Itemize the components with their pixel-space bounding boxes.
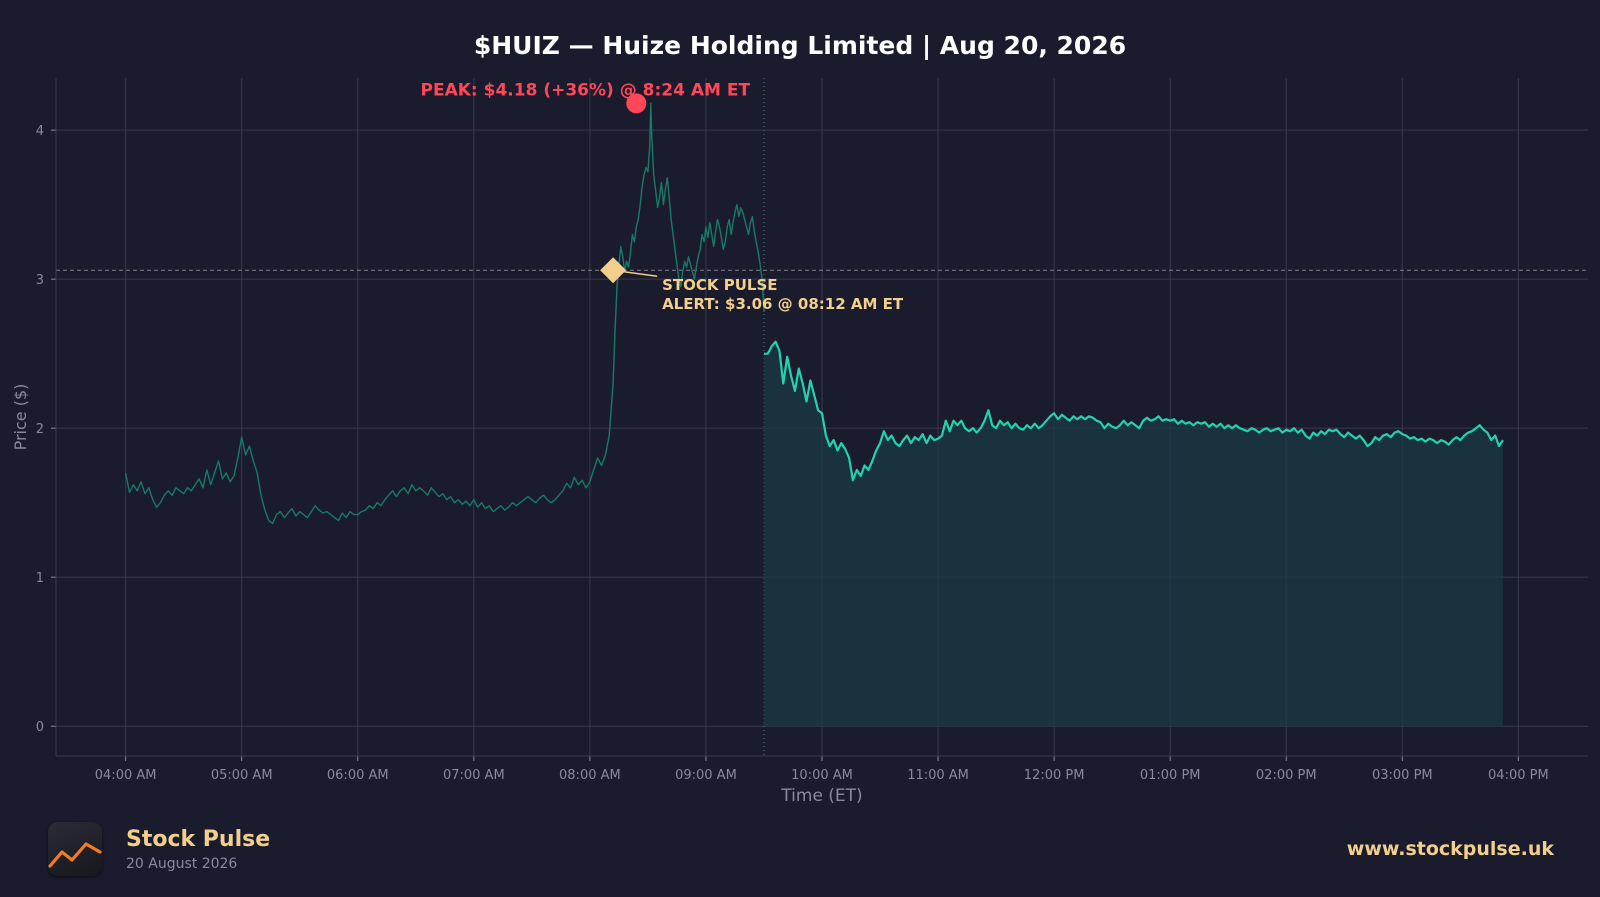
alert-marker [600, 257, 627, 284]
y-tick-label: 0 [36, 720, 44, 735]
brand-date: 20 August 2026 [126, 855, 238, 872]
x-tick-label: 05:00 AM [211, 768, 273, 783]
x-tick-label: 12:00 PM [1024, 768, 1085, 783]
x-tick-label: 03:00 PM [1372, 768, 1433, 783]
x-tick-label: 04:00 PM [1488, 768, 1549, 783]
y-tick-label: 4 [36, 124, 44, 139]
x-tick-label: 01:00 PM [1140, 768, 1201, 783]
series [124, 102, 1504, 727]
x-tick-label: 09:00 AM [675, 768, 737, 783]
x-tick-label: 11:00 AM [907, 768, 969, 783]
x-tick-label: 10:00 AM [791, 768, 853, 783]
y-tick-label: 1 [36, 571, 44, 586]
x-tick-label: 06:00 AM [327, 768, 389, 783]
alert-label-line2: ALERT: $3.06 @ 08:12 AM ET [662, 295, 904, 313]
y-tick-label: 2 [36, 422, 44, 437]
x-tick-label: 04:00 AM [95, 768, 157, 783]
peak-marker [626, 93, 647, 114]
footer-brand: Stock Pulse 20 August 2026 [48, 822, 270, 876]
x-tick-label: 02:00 PM [1256, 768, 1317, 783]
regular-session-line [764, 340, 1504, 482]
alert-label-line1: STOCK PULSE [662, 276, 777, 294]
axes: 04:00 AM 05:00 AM 06:00 AM 07:00 AM 08:00 AM… [36, 78, 1588, 783]
regular-session-area [764, 341, 1503, 727]
annotations: PEAK: $4.18 (+36%) @ 8:24 AM ET STOCK PUL… [421, 80, 904, 313]
peak-label: PEAK: $4.18 (+36%) @ 8:24 AM ET [421, 80, 751, 100]
y-tick-label: 3 [36, 273, 44, 288]
x-tick-label: 08:00 AM [559, 768, 621, 783]
x-axis-label: Time (ET) [780, 786, 862, 806]
trend-line-icon [48, 822, 102, 876]
premarket-line [124, 102, 765, 525]
footer-url[interactable]: www.stockpulse.uk [1346, 838, 1554, 860]
y-axis-label: Price ($) [11, 384, 30, 451]
chart-title: $HUIZ — Huize Holding Limited | Aug 20, … [474, 31, 1126, 60]
brand-name: Stock Pulse [126, 826, 271, 852]
x-tick-label: 07:00 AM [443, 768, 505, 783]
